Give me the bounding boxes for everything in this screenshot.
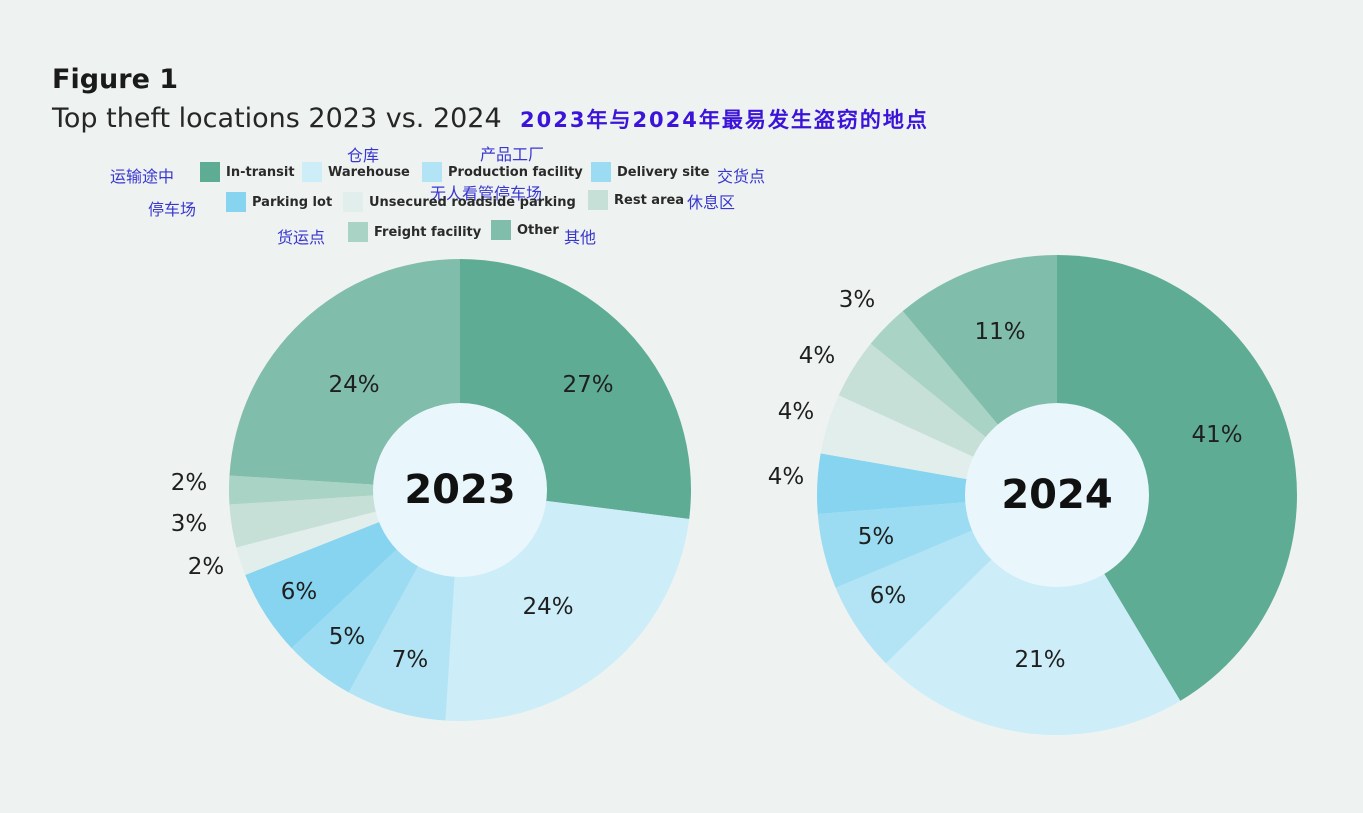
legend-zh-warehouse: 仓库 (347, 146, 380, 165)
slice-label: 27% (562, 372, 613, 398)
legend-zh-freight-facility: 货运点 (277, 228, 326, 247)
slice-label: 11% (974, 319, 1025, 345)
slice-label: 2% (188, 554, 225, 580)
legend-zh-other: 其他 (564, 228, 597, 247)
slice-label: 4% (799, 343, 836, 369)
legend-label: Unsecured roadside parking (369, 194, 576, 210)
donut-slice-2024-warehouse (885, 495, 1181, 736)
donut-slice-2024-in-transit (1057, 255, 1298, 701)
legend-item-warehouse: Warehouse (302, 162, 410, 182)
legend-label: In-transit (226, 164, 295, 180)
slice-label: 4% (778, 399, 815, 425)
slice-label: 2% (171, 470, 208, 496)
donut-center-label: 2024 (1001, 472, 1112, 518)
legend-swatch (591, 162, 611, 182)
slice-label: 4% (768, 464, 805, 490)
legend-label: Other (517, 222, 559, 238)
legend-swatch (343, 192, 363, 212)
legend-item-delivery-site: Delivery site (591, 162, 709, 182)
legend-zh-in-transit: 运输途中 (110, 167, 175, 186)
legend-zh-production-facility: 产品工厂 (480, 145, 545, 164)
legend-swatch (348, 222, 368, 242)
slice-label: 3% (839, 287, 876, 313)
legend-swatch (200, 162, 220, 182)
legend-swatch (302, 162, 322, 182)
donut-hole (965, 403, 1149, 587)
slice-label: 24% (522, 594, 573, 620)
donut-center-label: 2023 (404, 467, 515, 513)
slice-label: 5% (329, 624, 366, 650)
legend-zh-delivery-site: 交货点 (717, 167, 766, 186)
slice-label: 6% (281, 579, 318, 605)
legend-label: Rest area (614, 192, 685, 208)
legend-swatch (491, 220, 511, 240)
figure-label: Figure 1 (52, 64, 179, 95)
legend-item-in-transit: In-transit (200, 162, 295, 182)
donut-slice-2023-freight-facility (229, 475, 460, 505)
legend-zh-unsecured-roadside-parking: 无人看管停车场 (430, 184, 543, 203)
legend-swatch (588, 190, 608, 210)
legend-item-rest-area: Rest area (588, 190, 684, 210)
legend-swatch (422, 162, 442, 182)
legend-zh-parking-lot: 停车场 (148, 200, 197, 219)
legend-item-production-facility: Production facility (422, 162, 583, 182)
chart-title: Top theft locations 2023 vs. 2024 (52, 103, 502, 134)
slice-label: 21% (1014, 647, 1065, 673)
legend-swatch (226, 192, 246, 212)
legend-label: Parking lot (252, 194, 333, 210)
legend-item-other: Other (491, 220, 559, 240)
legend-label: Production facility (448, 164, 583, 180)
legend-label: Freight facility (374, 224, 482, 240)
donut-hole (373, 403, 547, 577)
slice-label: 41% (1191, 422, 1242, 448)
legend-zh-rest-area: 休息区 (687, 193, 736, 212)
legend-label: Warehouse (328, 164, 410, 180)
chart-title-zh: 2023年与2024年最易发生盗窃的地点 (520, 108, 929, 132)
slice-label: 7% (392, 647, 429, 673)
slice-label: 24% (328, 372, 379, 398)
legend-item-unsecured-roadside-parking: Unsecured roadside parking (343, 192, 576, 212)
legend-label: Delivery site (617, 164, 710, 180)
legend-item-parking-lot: Parking lot (226, 192, 332, 212)
slice-label: 5% (858, 524, 895, 550)
slice-label: 6% (870, 583, 907, 609)
slice-label: 3% (171, 511, 208, 537)
legend-item-freight-facility: Freight facility (348, 222, 481, 242)
